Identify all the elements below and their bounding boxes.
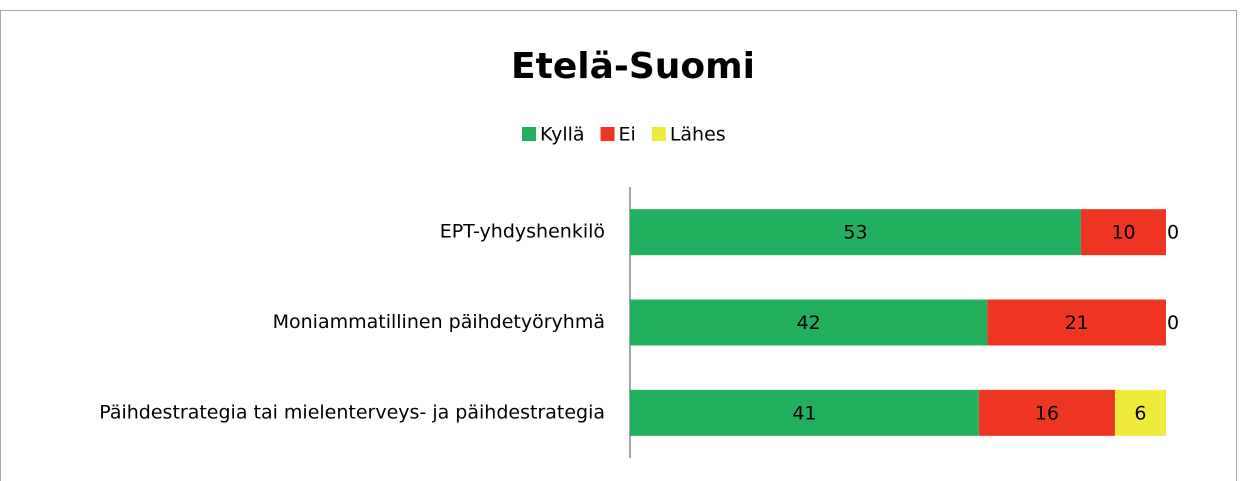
legend-swatch <box>651 127 666 141</box>
bar-segment <box>987 299 1166 346</box>
bar-segment <box>630 209 1081 256</box>
legend-swatch <box>600 127 615 141</box>
category-label: Päihdestrategia tai mielenterveys- ja pä… <box>99 401 605 423</box>
legend-label: Ei <box>619 124 636 146</box>
data-label: 0 <box>1167 222 1179 244</box>
legend-swatch <box>522 127 536 141</box>
bar-segment <box>1080 209 1166 256</box>
category-label: EPT-yhdyshenkilö <box>440 221 605 243</box>
data-label: 0 <box>1167 312 1179 334</box>
data-label: 21 <box>1065 312 1089 334</box>
legend-label: Lähes <box>670 124 726 146</box>
data-label: 10 <box>1111 222 1135 244</box>
legend-label: Kyllä <box>540 124 585 146</box>
data-label: 16 <box>1035 402 1059 424</box>
data-label: 53 <box>843 222 867 244</box>
bar-segment <box>630 389 979 436</box>
category-label: Moniammatillinen päihdetyöryhmä <box>273 311 605 333</box>
bar-segment <box>630 299 988 346</box>
data-label: 42 <box>797 312 821 334</box>
data-label: 41 <box>792 402 816 424</box>
data-label: 6 <box>1134 402 1146 424</box>
bar-segment <box>1114 389 1166 436</box>
chart-title: Etelä-Suomi <box>511 46 755 87</box>
bar-segment <box>978 389 1115 436</box>
